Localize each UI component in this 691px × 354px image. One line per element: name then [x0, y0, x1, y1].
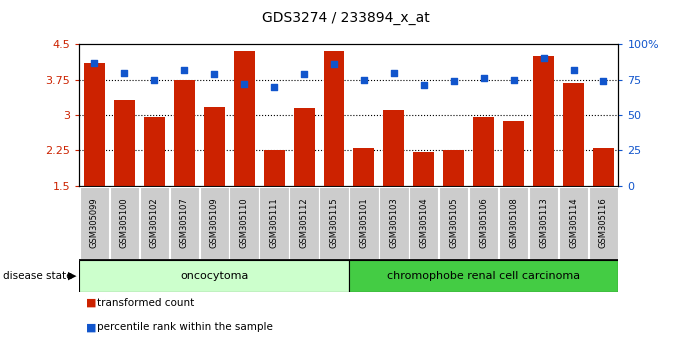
Bar — [79, 260, 349, 292]
Text: GSM305113: GSM305113 — [539, 198, 548, 249]
Text: GSM305102: GSM305102 — [150, 198, 159, 249]
Point — [598, 78, 609, 84]
Point — [149, 77, 160, 82]
Bar — [349, 260, 618, 292]
Text: ■: ■ — [86, 322, 97, 332]
Text: ■: ■ — [86, 298, 97, 308]
Bar — [259, 187, 289, 259]
Text: GSM305110: GSM305110 — [240, 198, 249, 249]
Bar — [79, 187, 109, 259]
Point — [179, 67, 190, 73]
Bar — [200, 187, 229, 259]
Point — [238, 81, 249, 87]
Bar — [263, 149, 285, 186]
Text: GSM305101: GSM305101 — [359, 198, 368, 249]
Text: GSM305105: GSM305105 — [449, 198, 458, 249]
Bar — [593, 148, 614, 186]
Point — [478, 75, 489, 81]
Bar — [589, 187, 618, 259]
Point — [508, 77, 519, 82]
Bar — [144, 117, 164, 186]
Text: oncocytoma: oncocytoma — [180, 271, 248, 281]
Text: disease state: disease state — [3, 271, 73, 281]
Bar — [409, 187, 439, 259]
Bar — [169, 187, 199, 259]
Bar — [349, 187, 379, 259]
Bar — [469, 187, 498, 259]
Text: GSM305116: GSM305116 — [599, 198, 608, 249]
Point — [209, 71, 220, 77]
Text: GSM305115: GSM305115 — [330, 198, 339, 249]
Bar — [173, 80, 195, 186]
Point — [448, 78, 460, 84]
Point — [418, 82, 429, 88]
Bar — [379, 187, 408, 259]
Text: GSM305107: GSM305107 — [180, 198, 189, 249]
Bar — [439, 187, 468, 259]
Text: percentile rank within the sample: percentile rank within the sample — [97, 322, 273, 332]
Bar — [294, 108, 314, 186]
Text: GDS3274 / 233894_x_at: GDS3274 / 233894_x_at — [262, 11, 429, 25]
Bar — [323, 51, 344, 186]
Text: GSM305099: GSM305099 — [90, 198, 99, 249]
Bar — [290, 187, 319, 259]
Bar — [443, 149, 464, 186]
Text: GSM305112: GSM305112 — [299, 198, 309, 249]
Bar — [140, 187, 169, 259]
Bar — [473, 117, 494, 186]
Bar — [559, 187, 588, 259]
Bar — [319, 187, 349, 259]
Text: GSM305109: GSM305109 — [209, 198, 219, 249]
Text: transformed count: transformed count — [97, 298, 194, 308]
Text: GSM305104: GSM305104 — [419, 198, 428, 249]
Text: GSM305106: GSM305106 — [479, 198, 489, 249]
Bar — [563, 83, 584, 186]
Text: GSM305103: GSM305103 — [389, 198, 399, 249]
Point — [89, 60, 100, 65]
Text: ▶: ▶ — [68, 271, 77, 281]
Bar — [533, 56, 554, 186]
Text: GSM305114: GSM305114 — [569, 198, 578, 249]
Text: GSM305108: GSM305108 — [509, 198, 518, 249]
Bar — [503, 121, 524, 186]
Bar — [234, 51, 254, 186]
Point — [328, 61, 339, 67]
Bar — [114, 100, 135, 186]
Bar — [529, 187, 558, 259]
Bar — [204, 107, 225, 186]
Point — [269, 84, 280, 90]
Bar — [384, 110, 404, 186]
Bar — [229, 187, 259, 259]
Bar — [84, 63, 105, 186]
Point — [119, 70, 130, 75]
Point — [388, 70, 399, 75]
Bar — [499, 187, 529, 259]
Bar — [110, 187, 139, 259]
Point — [568, 67, 579, 73]
Bar — [353, 148, 375, 186]
Point — [538, 56, 549, 61]
Point — [299, 71, 310, 77]
Text: chromophobe renal cell carcinoma: chromophobe renal cell carcinoma — [387, 271, 580, 281]
Text: GSM305111: GSM305111 — [269, 198, 278, 249]
Point — [359, 77, 370, 82]
Bar — [413, 152, 434, 186]
Text: GSM305100: GSM305100 — [120, 198, 129, 249]
